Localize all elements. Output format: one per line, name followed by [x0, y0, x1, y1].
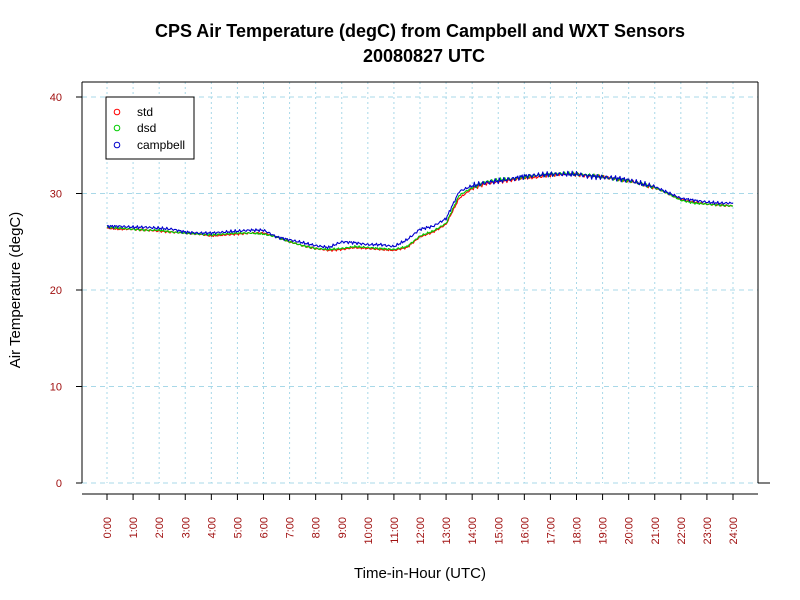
series-line-campbell — [106, 170, 734, 250]
x-tick-label: 8:00 — [311, 517, 323, 538]
legend-label-campbell: campbell — [137, 138, 185, 152]
x-tick-label: 23:00 — [702, 517, 714, 545]
x-tick-label: 3:00 — [180, 517, 192, 538]
x-tick-label: 0:00 — [102, 517, 114, 538]
x-axis: 0:00 1:00 2:00 3:00 4:00 5:00 6:00 7:00 8:00 9:00… — [102, 494, 740, 545]
chart-title: CPS Air Temperature (degC) from Campbell… — [155, 21, 685, 41]
legend-marker-std — [113, 108, 121, 116]
y-axis-label: Air Temperature (degC) — [7, 212, 24, 368]
x-tick-label: 21:00 — [650, 517, 662, 545]
y-tick-label: 40 — [50, 92, 62, 104]
x-tick-label: 2:00 — [154, 517, 166, 538]
legend-label-std: std — [137, 105, 153, 119]
x-tick-label: 1:00 — [128, 517, 140, 538]
legend-marker-dsd — [113, 124, 121, 132]
x-tick-label: 14:00 — [467, 517, 479, 545]
x-tick-label: 16:00 — [519, 517, 531, 545]
y-tick-label: 30 — [50, 189, 62, 201]
y-tick-label: 0 — [56, 478, 62, 490]
x-tick-label: 7:00 — [285, 517, 297, 538]
x-tick-label: 10:00 — [363, 517, 375, 545]
legend-marker-campbell — [113, 141, 121, 149]
x-tick-label: 6:00 — [259, 517, 271, 538]
chart-subtitle: 20080827 UTC — [363, 46, 485, 66]
x-tick-label: 15:00 — [493, 517, 505, 545]
x-tick-label: 12:00 — [415, 517, 427, 545]
x-tick-label: 20:00 — [624, 517, 636, 545]
legend-label-dsd: dsd — [137, 121, 156, 135]
x-tick-label: 11:00 — [389, 517, 401, 544]
grid — [82, 82, 758, 484]
y-tick-label: 20 — [50, 285, 62, 297]
legend: std dsd campbell — [105, 96, 195, 160]
x-tick-label: 18:00 — [572, 517, 584, 545]
x-tick-label: 24:00 — [728, 517, 740, 545]
legend-box — [105, 96, 195, 160]
y-tick-label: 10 — [50, 382, 62, 394]
x-tick-label: 9:00 — [337, 517, 349, 538]
x-axis-label: Time-in-Hour (UTC) — [354, 565, 486, 582]
x-tick-label: 5:00 — [232, 517, 244, 538]
x-tick-label: 17:00 — [545, 517, 557, 545]
series-group — [106, 170, 734, 252]
x-tick-label: 22:00 — [676, 517, 688, 545]
x-tick-label: 19:00 — [598, 517, 610, 545]
y-axis: 0 10 20 30 40 — [50, 92, 82, 490]
x-tick-label: 13:00 — [441, 517, 453, 545]
x-tick-label: 4:00 — [206, 517, 218, 538]
